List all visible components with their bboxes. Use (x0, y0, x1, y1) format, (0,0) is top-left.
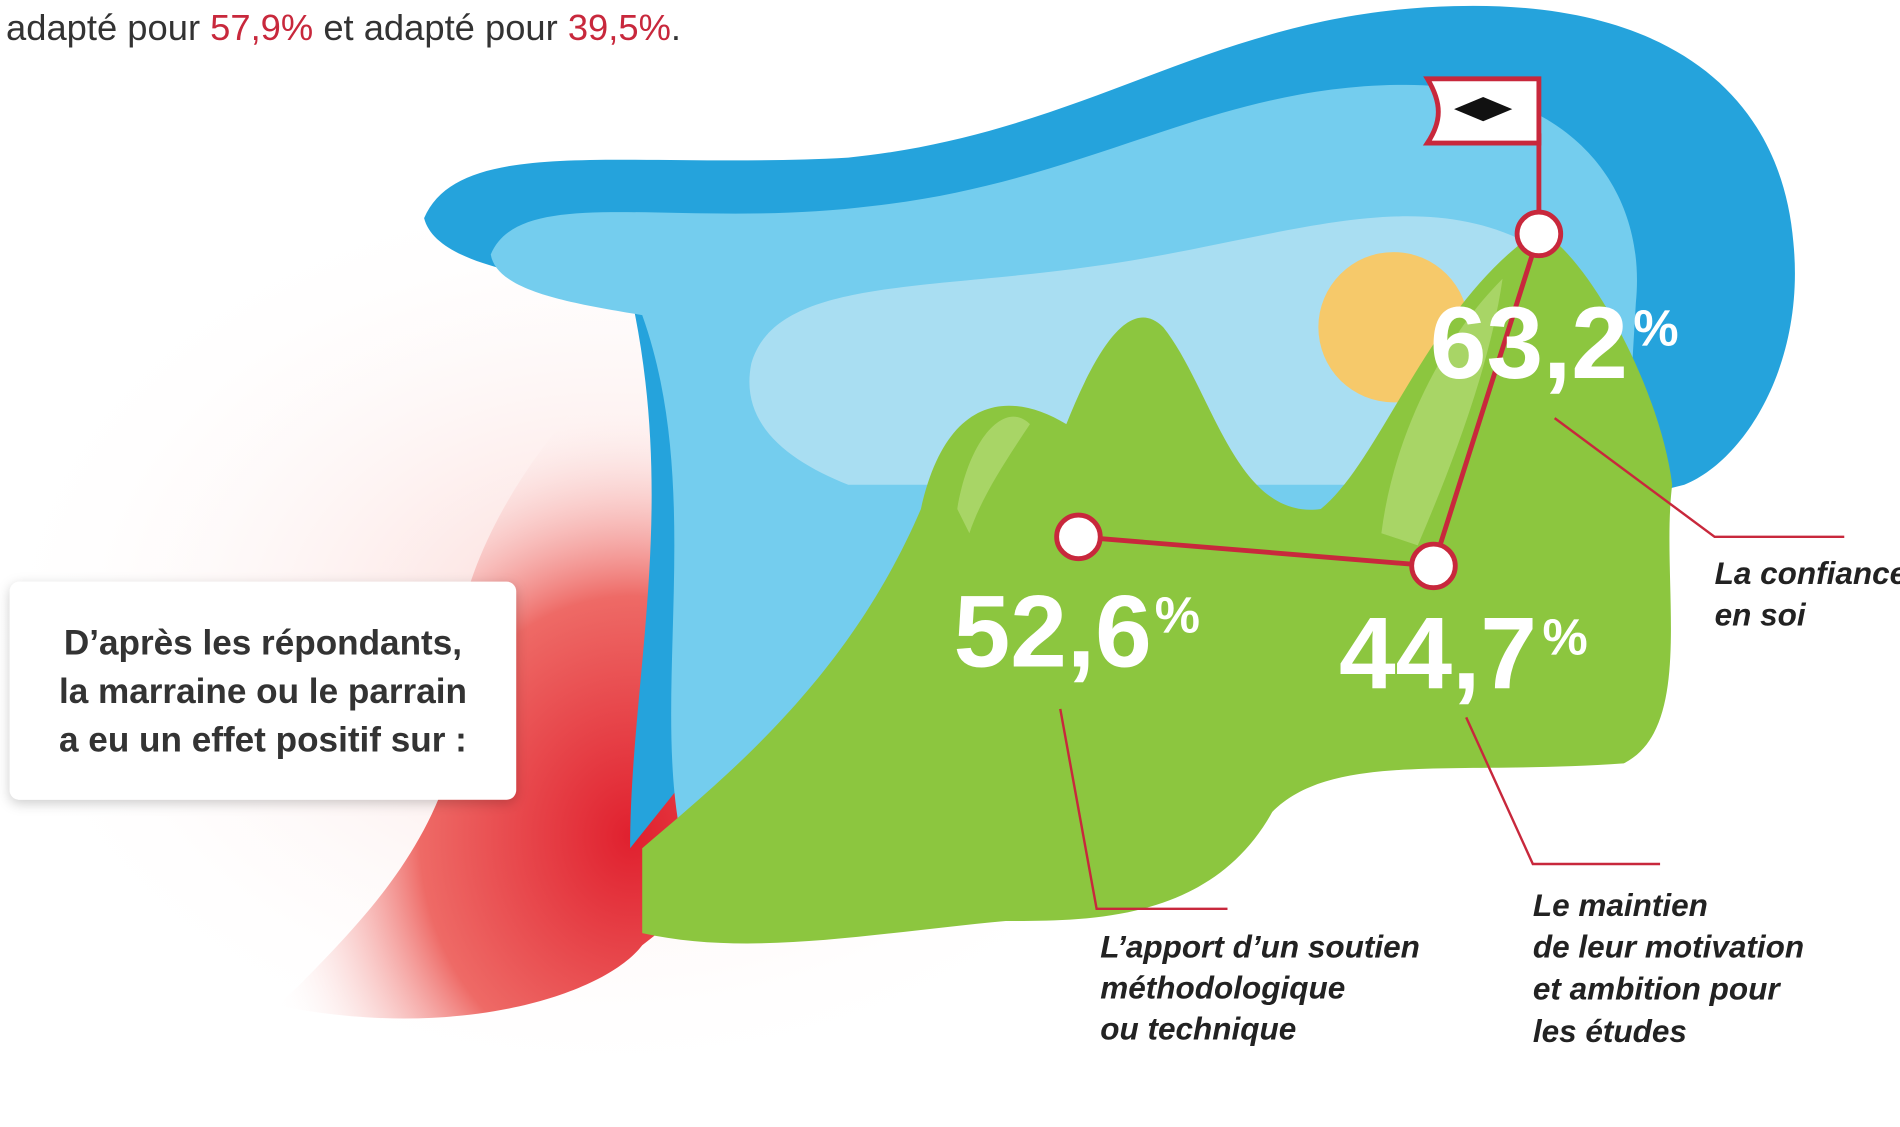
intro: adapté pour 57,9% et adapté pour 39,5%. (6, 7, 681, 48)
item-label: ou technique (1100, 1011, 1296, 1047)
intro-text: . (671, 7, 681, 48)
item-label: méthodologique (1100, 970, 1345, 1006)
intro-text: adapté pour (6, 7, 210, 48)
item-label: et ambition pour (1533, 971, 1781, 1007)
percent-sign: % (1155, 587, 1200, 644)
percent-value: 44,7 (1339, 596, 1537, 710)
intro-text: et adapté pour (313, 7, 568, 48)
item-label: L’apport d’un soutien (1100, 928, 1420, 964)
intro-value: 39,5% (568, 7, 671, 48)
intro-value: 57,9% (210, 7, 313, 48)
percent-sign: % (1543, 608, 1588, 665)
marker (1412, 544, 1456, 588)
marker (1517, 212, 1561, 256)
item-label: les études (1533, 1013, 1687, 1049)
marker (1057, 515, 1101, 559)
item-label: de leur motivation (1533, 928, 1804, 964)
callout-text: D’après les répondants, (64, 623, 462, 662)
item-label: Le maintien (1533, 887, 1708, 923)
percent-value: 52,6 (954, 574, 1152, 688)
percent-value: 63,2 (1430, 286, 1628, 400)
infographic: adapté pour 57,9% et adapté pour 39,5%. … (0, 0, 1900, 1127)
item-label: La confiance (1715, 555, 1900, 591)
callout-text: a eu un effet positif sur : (59, 720, 467, 759)
percent-sign: % (1633, 299, 1678, 356)
item-label: en soi (1715, 596, 1807, 632)
callout-text: la marraine ou le parrain (59, 672, 467, 711)
